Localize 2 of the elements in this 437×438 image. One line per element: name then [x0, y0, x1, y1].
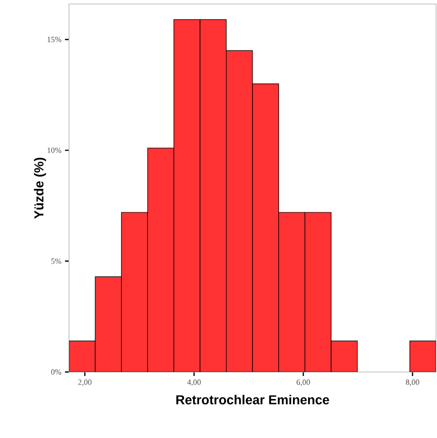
- y-axis-title: Yüzde (%): [34, 158, 46, 219]
- x-axis-title: Retrotrochlear Eminence: [176, 394, 330, 404]
